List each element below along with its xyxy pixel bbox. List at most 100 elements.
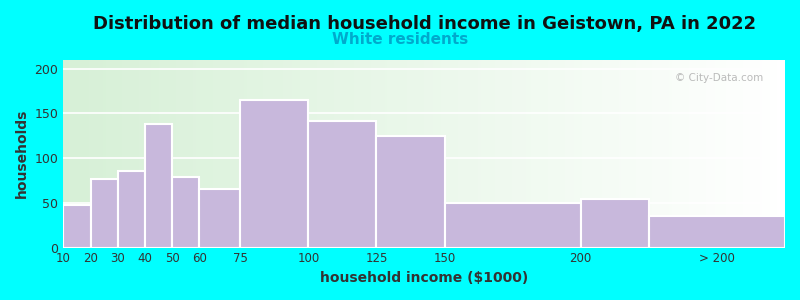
Bar xyxy=(726,60,729,247)
Bar xyxy=(546,60,548,247)
Bar xyxy=(118,172,145,248)
Bar xyxy=(283,60,286,247)
Bar xyxy=(176,60,179,247)
Bar xyxy=(602,60,605,247)
Bar xyxy=(150,60,154,247)
Bar xyxy=(478,60,481,247)
Bar xyxy=(346,60,348,247)
Bar xyxy=(588,60,590,247)
Bar xyxy=(213,60,215,247)
Bar xyxy=(190,60,193,247)
Bar xyxy=(306,60,309,247)
Bar xyxy=(69,60,72,247)
Bar xyxy=(159,60,162,247)
Bar xyxy=(210,60,213,247)
Bar xyxy=(498,60,500,247)
Bar xyxy=(280,60,283,247)
Bar xyxy=(506,60,509,247)
Bar xyxy=(174,60,176,247)
Bar xyxy=(754,60,757,247)
Bar xyxy=(263,60,266,247)
Bar xyxy=(311,60,314,247)
X-axis label: household income ($1000): household income ($1000) xyxy=(320,271,528,285)
Bar xyxy=(760,60,762,247)
Bar xyxy=(450,60,452,247)
Bar xyxy=(250,60,252,247)
Bar xyxy=(66,60,69,247)
Bar xyxy=(731,60,734,247)
Bar xyxy=(438,60,441,247)
Bar xyxy=(681,60,683,247)
Bar xyxy=(782,60,785,247)
Bar xyxy=(489,60,492,247)
Bar xyxy=(616,60,618,247)
Bar xyxy=(500,60,503,247)
Bar xyxy=(703,60,706,247)
Bar xyxy=(142,60,145,247)
Bar xyxy=(537,60,540,247)
Bar xyxy=(540,60,542,247)
Bar xyxy=(348,60,351,247)
Bar xyxy=(266,60,269,247)
Bar xyxy=(633,60,635,247)
Bar xyxy=(718,60,720,247)
Bar xyxy=(653,60,655,247)
Bar xyxy=(100,60,102,247)
Bar xyxy=(430,60,433,247)
Bar xyxy=(590,60,594,247)
Bar xyxy=(740,60,742,247)
Bar xyxy=(579,60,582,247)
Bar xyxy=(675,60,678,247)
Bar xyxy=(661,60,664,247)
Bar xyxy=(126,60,128,247)
Bar xyxy=(359,60,362,247)
Bar xyxy=(683,60,686,247)
Bar xyxy=(635,60,638,247)
Bar xyxy=(72,60,74,247)
Bar xyxy=(723,60,726,247)
Bar xyxy=(204,60,207,247)
Bar xyxy=(97,60,100,247)
Bar xyxy=(486,60,489,247)
Bar xyxy=(622,60,624,247)
Bar xyxy=(357,60,359,247)
Bar xyxy=(554,60,557,247)
Bar xyxy=(618,60,622,247)
Bar xyxy=(638,60,642,247)
Bar xyxy=(198,60,202,247)
Bar xyxy=(523,60,526,247)
Bar xyxy=(559,60,562,247)
Bar xyxy=(377,136,445,247)
Bar xyxy=(298,60,300,247)
Bar xyxy=(585,60,588,247)
Bar xyxy=(650,60,653,247)
Bar xyxy=(368,60,370,247)
Bar xyxy=(94,60,97,247)
Bar xyxy=(531,60,534,247)
Bar xyxy=(774,60,777,247)
Bar xyxy=(630,60,633,247)
Bar xyxy=(441,60,444,247)
Bar xyxy=(241,60,244,247)
Bar xyxy=(748,60,751,247)
Bar xyxy=(238,60,241,247)
Bar xyxy=(120,60,122,247)
Bar xyxy=(258,60,261,247)
Bar xyxy=(407,60,410,247)
Bar xyxy=(165,60,168,247)
Bar xyxy=(568,60,570,247)
Bar xyxy=(102,60,106,247)
Bar xyxy=(422,60,424,247)
Bar xyxy=(303,60,306,247)
Bar xyxy=(83,60,86,247)
Bar xyxy=(481,60,483,247)
Bar xyxy=(570,60,574,247)
Bar xyxy=(278,60,280,247)
Bar xyxy=(714,60,718,247)
Bar xyxy=(117,60,120,247)
Bar xyxy=(390,60,393,247)
Bar xyxy=(658,60,661,247)
Bar xyxy=(511,60,514,247)
Bar xyxy=(108,60,111,247)
Bar xyxy=(494,60,498,247)
